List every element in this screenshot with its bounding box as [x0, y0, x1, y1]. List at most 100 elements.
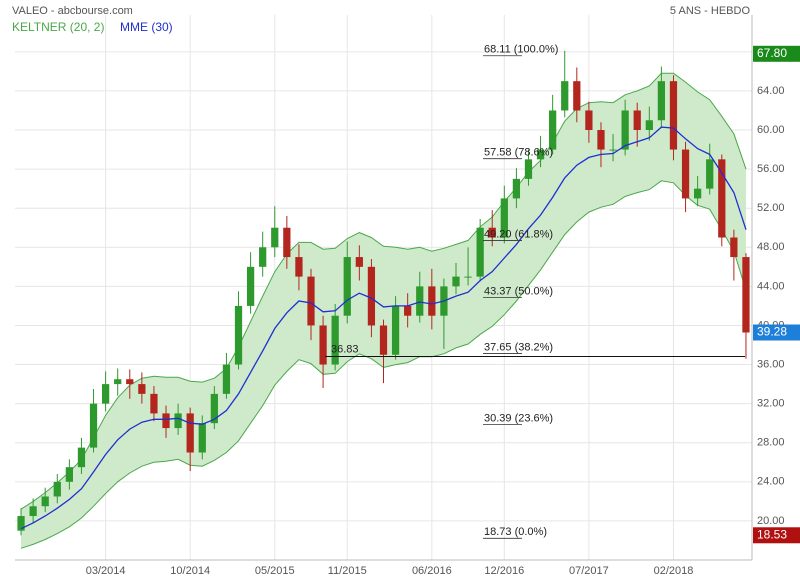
candle-body: [536, 149, 545, 160]
fib-label: 68.11 (100.0%): [484, 44, 558, 56]
y-tick-label: 36.00: [757, 358, 785, 370]
fib-label: 37.65 (38.2%): [484, 341, 553, 353]
price-tag-label: 39.28: [757, 325, 787, 339]
candle-body: [343, 257, 351, 316]
candle-body: [428, 286, 436, 316]
legend-label: MME (30): [120, 20, 173, 34]
x-tick-label: 06/2016: [412, 565, 452, 577]
candle-body: [150, 393, 158, 414]
candle-body: [488, 227, 496, 238]
overlay: 20.0024.0028.0032.0036.0040.0044.0048.00…: [12, 20, 800, 577]
y-tick-label: 28.00: [757, 437, 785, 449]
candle-body: [138, 384, 146, 394]
candle-body: [355, 257, 363, 267]
candle-body: [645, 120, 653, 131]
candle-body: [585, 110, 593, 131]
candle-body: [573, 81, 581, 111]
y-tick-label: 44.00: [757, 280, 785, 292]
candle-body: [549, 110, 557, 150]
candle-body: [77, 447, 86, 468]
candle-body: [633, 110, 641, 131]
candle-body: [404, 305, 412, 316]
candle-body: [246, 266, 255, 306]
candle-body: [561, 81, 569, 111]
candle-body: [101, 384, 110, 404]
x-tick-label: 10/2014: [170, 565, 210, 577]
candle-body: [512, 178, 521, 199]
y-tick-label: 60.00: [757, 124, 785, 136]
support-label: 36.83: [331, 343, 359, 355]
price-tag: [753, 45, 800, 62]
x-tick-label: 03/2014: [86, 565, 126, 577]
ema-line: [20, 126, 747, 530]
chart-subtitle: 5 ANS - HEBDO: [670, 5, 751, 17]
y-tick-label: 56.00: [757, 163, 785, 175]
y-tick-label: 64.00: [757, 85, 785, 97]
candle-body: [391, 305, 400, 355]
candle-body: [718, 159, 726, 238]
fib-label: 18.73 (0.0%): [484, 526, 547, 538]
candle-body: [65, 467, 73, 482]
fib-label: 30.39 (23.6%): [484, 412, 553, 424]
fib-label: 49.20 (61.8%): [484, 228, 553, 240]
candle-body: [464, 276, 472, 278]
candle-body: [271, 227, 279, 248]
candle-body: [524, 159, 533, 179]
fib-label: 43.37 (50.0%): [484, 285, 553, 297]
candle-body: [331, 315, 339, 365]
candle-body: [174, 413, 182, 429]
x-tick-label: 12/2016: [484, 565, 524, 577]
candle-body: [89, 403, 98, 448]
candle-body: [681, 149, 690, 199]
x-tick-label: 02/2018: [654, 565, 694, 577]
candle-body: [730, 237, 738, 258]
y-tick-label: 24.00: [757, 476, 785, 488]
candle-body: [452, 276, 460, 287]
candle-body: [379, 325, 388, 355]
candle-body: [500, 198, 508, 238]
candle-body: [295, 257, 303, 277]
candle-body: [162, 413, 170, 429]
candle-body: [367, 266, 376, 326]
y-tick-label: 52.00: [757, 202, 785, 214]
candle-body: [319, 325, 327, 365]
candle-body: [597, 130, 605, 150]
candle-body: [307, 276, 315, 326]
candle-body: [29, 506, 37, 517]
candle-body: [742, 257, 750, 333]
candle-body: [283, 227, 291, 258]
candle-body: [416, 286, 424, 316]
candle-body: [17, 516, 25, 531]
candle-body: [657, 81, 666, 121]
candle-body: [259, 247, 267, 267]
candle-body: [114, 379, 122, 385]
price-tag-label: 67.80: [757, 46, 787, 60]
candle-body: [186, 413, 194, 453]
candle-body: [609, 149, 617, 151]
candle-body: [41, 496, 49, 507]
price-tag-label: 18.53: [757, 527, 787, 541]
candle-body: [694, 188, 702, 199]
candle-body: [621, 110, 629, 150]
price-tag: [753, 324, 800, 341]
x-tick-label: 07/2017: [569, 565, 609, 577]
candle-body: [669, 81, 678, 150]
legend-label: KELTNER (20, 2): [12, 20, 104, 34]
chart-title: VALEO - abcbourse.com: [12, 5, 133, 17]
fib-label: 57.58 (78.6%): [484, 147, 553, 159]
y-tick-label: 20.00: [757, 515, 785, 527]
price-tag: [753, 527, 800, 544]
plot: [17, 50, 750, 549]
candle-body: [198, 423, 206, 453]
y-tick-label: 32.00: [757, 398, 785, 410]
x-tick-label: 05/2015: [255, 565, 295, 577]
x-tick-label: 11/2015: [328, 565, 367, 577]
y-tick-label: 48.00: [757, 241, 785, 253]
candle-body: [222, 364, 231, 394]
candle-body: [234, 305, 243, 365]
candle-body: [53, 481, 61, 497]
candle-body: [126, 379, 134, 385]
candle-body: [476, 227, 484, 277]
candle-body: [706, 159, 714, 189]
